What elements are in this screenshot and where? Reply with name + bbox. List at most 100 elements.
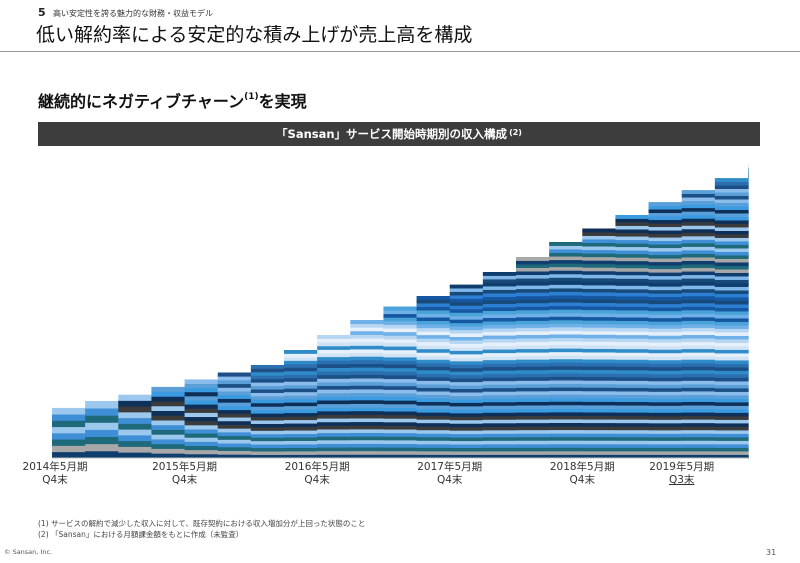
cohort-band-step-14-13 bbox=[516, 408, 550, 413]
cohort-band-step-0-7 bbox=[52, 407, 86, 415]
cohort-band-step-14-51 bbox=[516, 274, 550, 279]
cohort-band-step-9-36 bbox=[350, 323, 385, 328]
cohort-band-step-20-53 bbox=[714, 269, 749, 273]
cohort-band-step-11-3 bbox=[416, 443, 451, 448]
cohort-band-step-12-30 bbox=[449, 350, 484, 355]
x-tick-line2: Q4末 bbox=[42, 474, 68, 486]
cohort-band-step-14-0 bbox=[516, 454, 550, 459]
cohort-band-step-20-42 bbox=[714, 307, 749, 312]
cohort-band-step-4-13 bbox=[184, 400, 219, 405]
cohort-band-step-7-26 bbox=[284, 363, 318, 368]
cohort-band-step-11-15 bbox=[416, 401, 451, 406]
cohort-band-step-19-47 bbox=[681, 288, 716, 293]
cohort-band-step-18-0 bbox=[648, 454, 683, 459]
cohort-band-step-2-2 bbox=[118, 440, 153, 447]
cohort-band-step-19-64 bbox=[681, 228, 716, 233]
cohort-band-step-16-55 bbox=[582, 260, 617, 265]
cohort-band-step-1-0 bbox=[85, 450, 119, 459]
cohort-band-step-3-9 bbox=[151, 410, 186, 416]
cohort-band-step-13-32 bbox=[482, 342, 517, 347]
cohort-band-step-12-32 bbox=[449, 343, 484, 348]
cohort-band-step-13-30 bbox=[482, 349, 517, 354]
cohort-band-step-18-6 bbox=[648, 433, 683, 438]
cohort-band-step-10-1 bbox=[383, 450, 418, 455]
cohort-band-step-9-34 bbox=[350, 330, 385, 335]
cohort-band-step-14-10 bbox=[516, 419, 550, 424]
cohort-band-step-18-15 bbox=[648, 401, 683, 406]
cohort-band-step-8-2 bbox=[317, 447, 351, 452]
cohort-band-step-17-52 bbox=[615, 271, 650, 276]
cohort-band-step-10-23 bbox=[383, 371, 418, 376]
cohort-band-step-19-28 bbox=[681, 355, 716, 360]
cohort-band-step-14-31 bbox=[516, 345, 550, 350]
cohort-band-step-15-15 bbox=[549, 401, 583, 406]
cohort-band-step-21-70 bbox=[748, 209, 749, 214]
cohort-band-step-6-19 bbox=[250, 389, 285, 393]
cohort-band-step-21-6 bbox=[748, 433, 749, 438]
cohort-band-step-10-26 bbox=[383, 360, 418, 365]
cohort-band-step-17-54 bbox=[615, 264, 650, 269]
cohort-band-step-8-26 bbox=[317, 360, 351, 365]
cohort-band-step-20-19 bbox=[714, 388, 749, 392]
cohort-band-step-15-50 bbox=[549, 277, 583, 282]
cohort-band-step-18-68 bbox=[648, 216, 683, 221]
cohort-band-step-11-38 bbox=[416, 320, 451, 325]
cohort-band-step-19-39 bbox=[681, 317, 716, 321]
cohort-band-step-13-17 bbox=[482, 394, 517, 399]
cohort-band-step-1-7 bbox=[85, 401, 119, 409]
cohort-band-step-17-63 bbox=[615, 232, 650, 237]
cohort-band-step-12-48 bbox=[449, 288, 484, 292]
cohort-band-step-17-30 bbox=[615, 348, 650, 353]
cohort-band-step-7-28 bbox=[284, 356, 318, 361]
cohort-band-step-12-37 bbox=[449, 326, 484, 331]
cohort-band-step-11-28 bbox=[416, 355, 451, 360]
cohort-band-step-21-0 bbox=[748, 454, 749, 459]
cohort-band-step-21-53 bbox=[748, 269, 749, 273]
cohort-band-step-15-10 bbox=[549, 419, 583, 423]
cohort-band-step-12-19 bbox=[449, 388, 484, 393]
cohort-band-step-18-42 bbox=[648, 307, 683, 312]
subheading-text: 継続的にネガティブチャーン bbox=[38, 92, 245, 111]
cohort-band-step-19-60 bbox=[681, 242, 716, 247]
cohort-band-step-16-56 bbox=[582, 256, 617, 261]
cohort-band-step-17-56 bbox=[615, 257, 650, 262]
x-tick-line2: Q4末 bbox=[436, 474, 463, 486]
footnote-1: (1) サービスの解約で減少した収入に対して、既存契約における収入増加分が上回っ… bbox=[38, 519, 366, 528]
cohort-band-step-12-14 bbox=[449, 405, 484, 410]
cohort-band-step-20-65 bbox=[714, 227, 749, 231]
cohort-band-step-15-12 bbox=[549, 411, 583, 416]
cohort-band-step-16-41 bbox=[582, 309, 617, 314]
cohort-band-step-21-49 bbox=[748, 283, 749, 287]
cohort-band-step-10-4 bbox=[383, 439, 418, 444]
cohort-band-step-17-48 bbox=[615, 285, 650, 290]
cohort-band-step-18-45 bbox=[648, 296, 683, 301]
cohort-band-step-17-33 bbox=[615, 338, 650, 343]
cohort-band-step-6-18 bbox=[250, 392, 285, 397]
cohort-band-step-21-17 bbox=[748, 395, 749, 399]
cohort-band-step-14-32 bbox=[516, 341, 550, 346]
cohort-band-step-13-19 bbox=[482, 387, 517, 392]
cohort-band-step-18-63 bbox=[648, 233, 683, 238]
cohort-band-step-13-22 bbox=[482, 377, 517, 382]
cohort-band-step-12-29 bbox=[449, 353, 484, 358]
cohort-band-step-17-4 bbox=[615, 440, 650, 445]
cohort-band-step-1-1 bbox=[85, 443, 119, 452]
cohort-band-step-11-44 bbox=[416, 299, 451, 304]
cohort-band-step-18-53 bbox=[648, 268, 683, 273]
cohort-band-step-14-49 bbox=[516, 281, 550, 286]
cohort-band-step-18-18 bbox=[648, 391, 683, 396]
x-tick-label-4: 2018年5月期 Q4末 bbox=[527, 461, 637, 487]
cohort-band-step-20-1 bbox=[714, 451, 749, 455]
cohort-band-step-11-25 bbox=[416, 366, 451, 371]
cohort-band-step-17-43 bbox=[615, 303, 650, 307]
cohort-band-step-16-43 bbox=[582, 302, 617, 307]
cohort-band-step-10-34 bbox=[383, 331, 418, 336]
cohort-band-step-15-29 bbox=[549, 351, 583, 356]
cohort-band-step-17-32 bbox=[615, 341, 650, 346]
cohort-band-step-14-34 bbox=[516, 334, 550, 339]
cohort-band-step-7-29 bbox=[284, 353, 318, 358]
cohort-band-step-9-17 bbox=[350, 392, 385, 397]
cohort-band-step-21-81 bbox=[748, 171, 749, 175]
cohort-band-step-13-12 bbox=[482, 412, 517, 417]
cohort-band-step-19-10 bbox=[681, 419, 716, 424]
